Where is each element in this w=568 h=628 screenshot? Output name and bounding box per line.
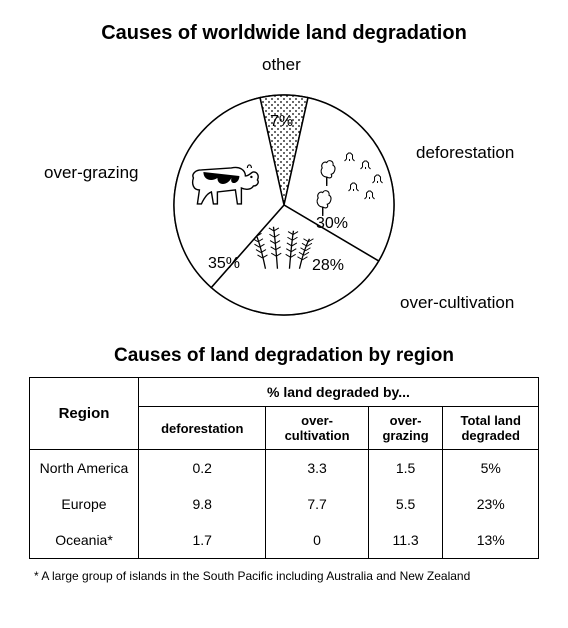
- col-1: over- cultivation: [266, 407, 368, 450]
- cell-value: 13%: [443, 522, 539, 559]
- cell-region: Europe: [30, 486, 139, 522]
- cell-value: 5%: [443, 450, 539, 487]
- table-title: Causes of land degradation by region: [16, 345, 552, 367]
- table-row: North America0.23.31.55%: [30, 450, 539, 487]
- cell-region: Oceania*: [30, 522, 139, 559]
- pie-label-deforestation: deforestation: [416, 143, 514, 163]
- cell-value: 5.5: [368, 486, 443, 522]
- pie-pct-deforestation: 30%: [316, 215, 348, 233]
- pie-label-over-cultivation: over-cultivation: [400, 293, 514, 313]
- cell-value: 1.5: [368, 450, 443, 487]
- cell-value: 23%: [443, 486, 539, 522]
- cell-value: 3.3: [266, 450, 368, 487]
- cell-value: 7.7: [266, 486, 368, 522]
- col-region: Region: [30, 378, 139, 450]
- col-0: deforestation: [139, 407, 266, 450]
- pie-pct-over-grazing: 35%: [208, 255, 240, 273]
- cell-value: 11.3: [368, 522, 443, 559]
- pie-label-over-grazing: over-grazing: [44, 163, 139, 183]
- cell-value: 9.8: [139, 486, 266, 522]
- cell-region: North America: [30, 450, 139, 487]
- col-2: over- grazing: [368, 407, 443, 450]
- pie-chart: other 7% deforestation 30% over-cultivation 2…: [24, 55, 544, 335]
- pie-pct-over-cultivation: 28%: [312, 257, 344, 275]
- pie-title: Causes of worldwide land degradation: [16, 22, 552, 45]
- table-row: Europe9.87.75.523%: [30, 486, 539, 522]
- cell-value: 1.7: [139, 522, 266, 559]
- degradation-table: Region % land degraded by... deforestati…: [29, 377, 539, 559]
- cell-value: 0.2: [139, 450, 266, 487]
- pie-pct-other: 7%: [270, 113, 293, 131]
- col-3: Total land degraded: [443, 407, 539, 450]
- footnote: * A large group of islands in the South …: [34, 569, 552, 583]
- pie-label-other: other: [262, 55, 301, 75]
- cell-value: 0: [266, 522, 368, 559]
- col-group: % land degraded by...: [139, 378, 539, 407]
- table-row: Oceania*1.7011.313%: [30, 522, 539, 559]
